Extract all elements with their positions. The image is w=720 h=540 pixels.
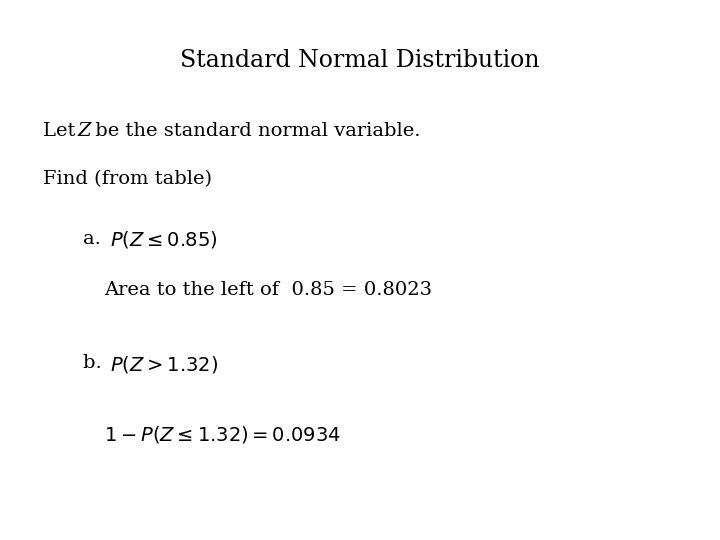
Text: be the standard normal variable.: be the standard normal variable. bbox=[89, 122, 420, 139]
Text: $P(Z > 1.32)$: $P(Z > 1.32)$ bbox=[110, 354, 218, 375]
Text: Z: Z bbox=[78, 122, 91, 139]
Text: $P(Z \leq 0.85)$: $P(Z \leq 0.85)$ bbox=[110, 230, 217, 251]
Text: Standard Normal Distribution: Standard Normal Distribution bbox=[180, 49, 540, 72]
Text: $1 - P(Z \leq 1.32) = 0.0934$: $1 - P(Z \leq 1.32) = 0.0934$ bbox=[104, 424, 341, 445]
Text: Find (from table): Find (from table) bbox=[43, 170, 212, 188]
Text: a.: a. bbox=[83, 230, 107, 247]
Text: b.: b. bbox=[83, 354, 114, 372]
Text: Area to the left of  0.85 = 0.8023: Area to the left of 0.85 = 0.8023 bbox=[104, 281, 433, 299]
Text: Let: Let bbox=[43, 122, 82, 139]
